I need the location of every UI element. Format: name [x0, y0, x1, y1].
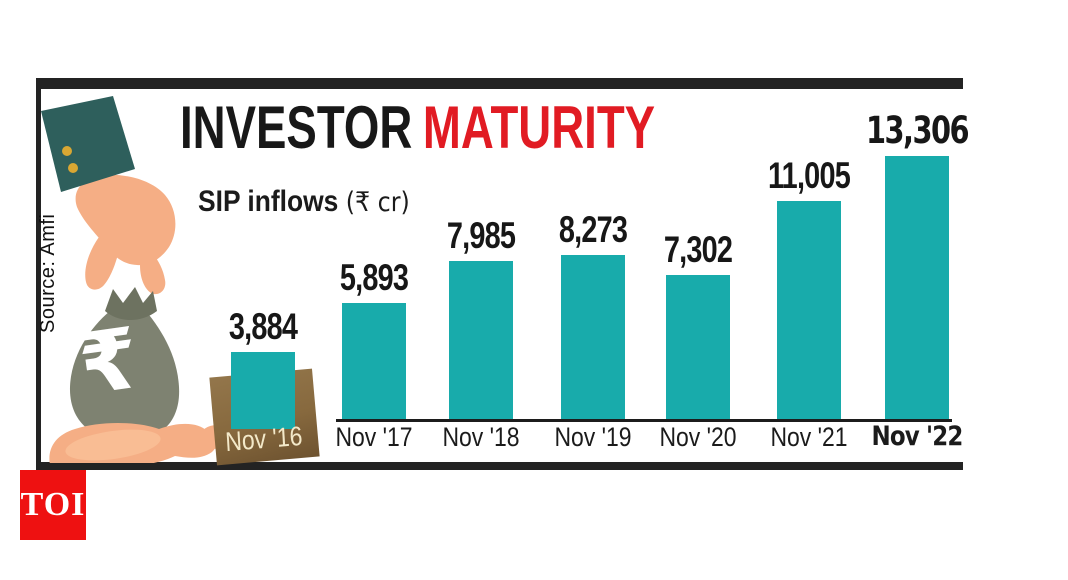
bar-value: 3,884	[228, 306, 298, 348]
money-bag-illustration: ₹	[41, 96, 234, 463]
bar-Nov '17	[342, 302, 406, 419]
sleeve-icon	[41, 96, 135, 192]
x-axis-label: Nov '18	[442, 422, 520, 452]
bar-Nov '16	[231, 352, 295, 429]
rupee-symbol: ₹	[73, 309, 145, 414]
bar-value: 7,985	[446, 215, 516, 257]
bar-value: 11,005	[767, 155, 851, 197]
x-axis-label: Nov '21	[770, 422, 848, 452]
bar-value: 8,273	[558, 209, 628, 251]
bar-value: 13,306	[865, 109, 970, 152]
x-axis-label: Nov '22	[871, 421, 964, 452]
toi-logo: TOI	[20, 470, 86, 540]
subtitle-label: SIP inflows	[198, 185, 339, 218]
bar-value: 7,302	[663, 228, 733, 270]
x-axis-label: Nov '17	[335, 422, 413, 452]
open-palm-icon	[49, 423, 234, 463]
title-red: MATURITY	[422, 94, 656, 161]
page-title: INVESTOR MATURITY	[180, 95, 655, 161]
bar-Nov '19	[561, 255, 625, 419]
bar-Nov '20	[666, 274, 730, 419]
x-axis-label: Nov '19	[554, 422, 632, 452]
bar-Nov '22	[885, 156, 949, 419]
bar-value: 5,893	[339, 256, 409, 298]
toi-logo-text: TOI	[20, 486, 86, 523]
title-black: INVESTOR	[180, 94, 413, 161]
x-axis-line	[336, 419, 952, 422]
chart-frame: INVESTOR MATURITY SIP inflows (₹ cr) Sour…	[36, 78, 970, 470]
subtitle-unit: (₹ cr)	[345, 187, 410, 218]
bar-Nov '18	[449, 261, 513, 419]
bar-Nov '21	[777, 201, 841, 419]
pinching-hand-icon	[75, 174, 176, 295]
x-axis-label: Nov '20	[659, 422, 737, 452]
money-bag-icon: ₹	[69, 287, 180, 441]
chart-subtitle: SIP inflows (₹ cr)	[198, 185, 410, 219]
